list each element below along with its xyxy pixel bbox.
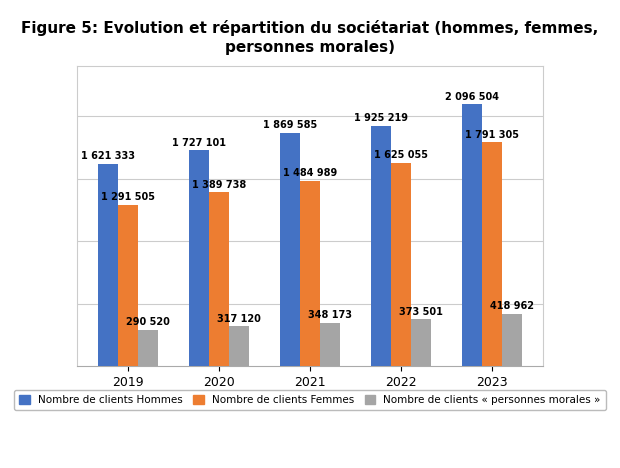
Bar: [229, 326, 249, 366]
Text: 1 925 219: 1 925 219: [354, 113, 408, 123]
Text: 348 173: 348 173: [308, 310, 352, 320]
Bar: [462, 104, 482, 366]
Text: 1 791 305: 1 791 305: [465, 130, 519, 139]
Text: 1 869 585: 1 869 585: [263, 120, 317, 130]
Bar: [411, 319, 431, 366]
Bar: [300, 181, 320, 366]
Text: 1 727 101: 1 727 101: [172, 138, 226, 147]
Bar: [118, 205, 138, 366]
Bar: [391, 163, 411, 366]
Text: 290 520: 290 520: [126, 317, 170, 327]
Bar: [371, 125, 391, 366]
Text: 2 096 504: 2 096 504: [445, 92, 499, 102]
Bar: [320, 322, 340, 366]
Text: 1 484 989: 1 484 989: [283, 168, 337, 178]
Text: 317 120: 317 120: [217, 314, 261, 324]
Text: 418 962: 418 962: [490, 301, 534, 311]
Bar: [209, 192, 229, 366]
Bar: [280, 132, 300, 366]
Text: 373 501: 373 501: [399, 307, 443, 317]
Text: 1 389 738: 1 389 738: [192, 180, 246, 190]
Bar: [482, 142, 502, 366]
Text: 1 625 055: 1 625 055: [374, 150, 428, 161]
Legend: Nombre de clients Hommes, Nombre de clients Femmes, Nombre de clients « personne: Nombre de clients Hommes, Nombre de clie…: [14, 390, 606, 410]
Text: 1 291 505: 1 291 505: [101, 192, 155, 202]
Title: Figure 5: Evolution et répartition du sociétariat (hommes, femmes,
personnes mor: Figure 5: Evolution et répartition du so…: [21, 20, 599, 56]
Bar: [98, 164, 118, 366]
Bar: [189, 150, 209, 366]
Text: 1 621 333: 1 621 333: [81, 151, 135, 161]
Bar: [502, 314, 522, 366]
Bar: [138, 330, 158, 366]
